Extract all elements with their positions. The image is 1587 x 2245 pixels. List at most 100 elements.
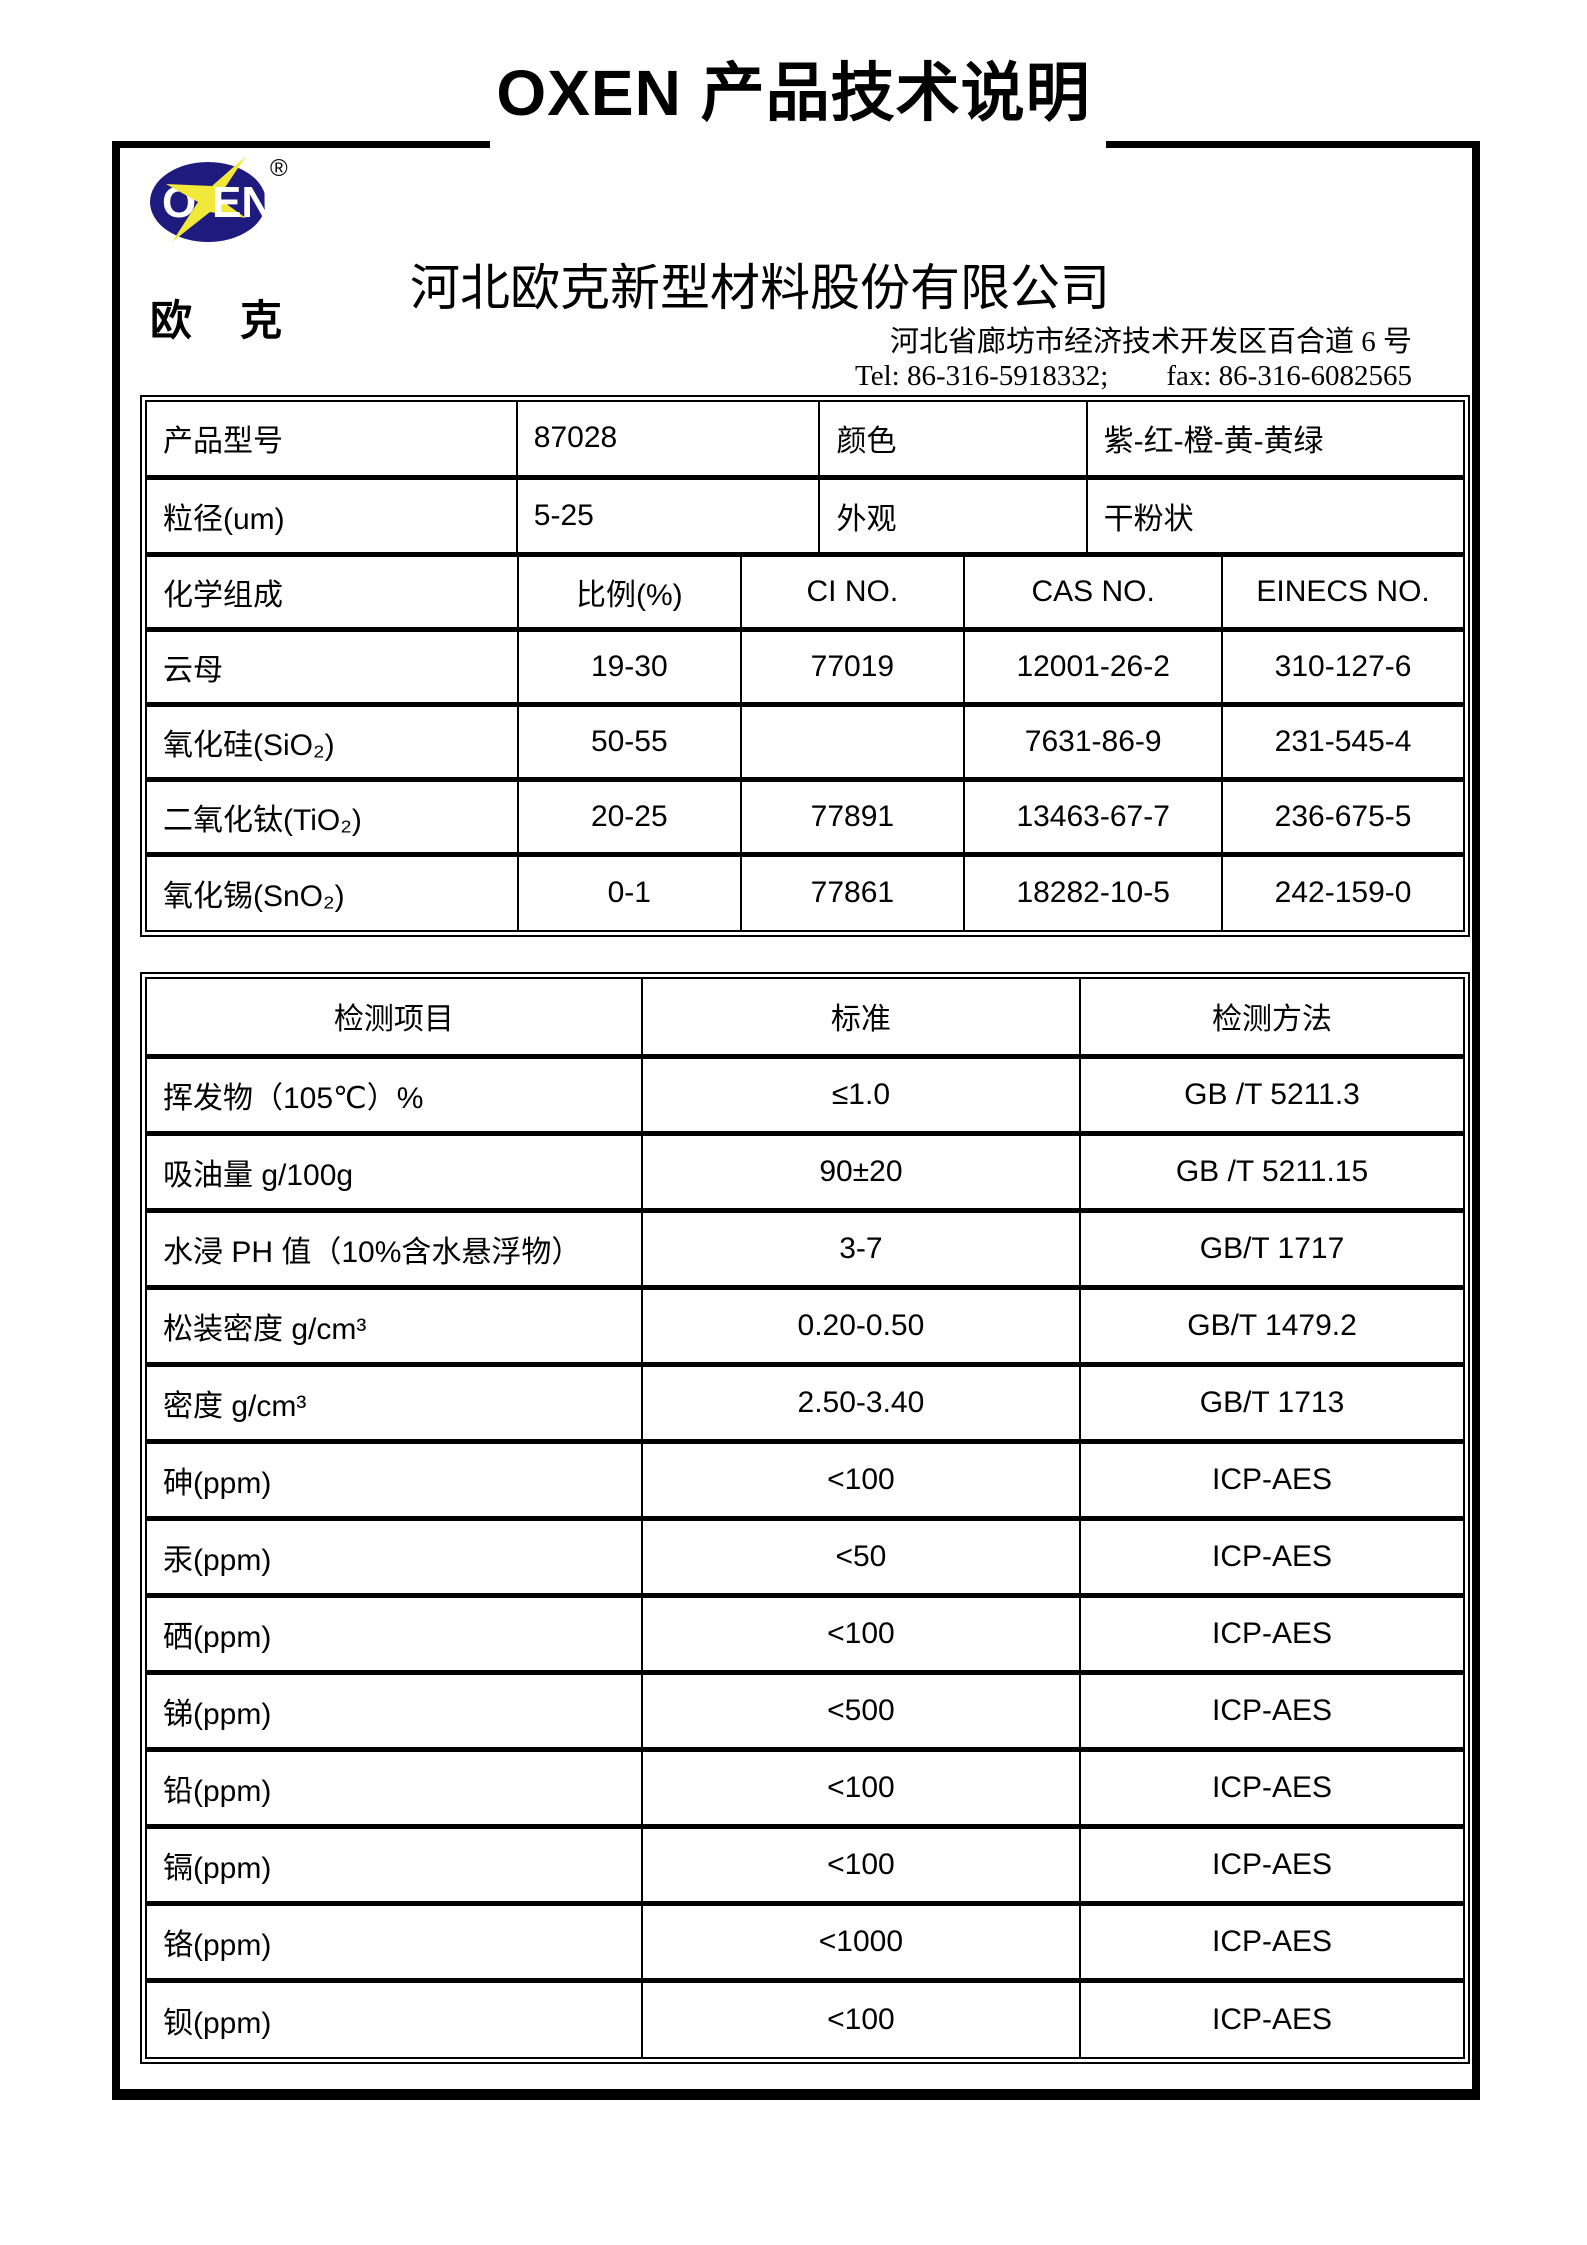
value-cell: 5-25 xyxy=(515,474,821,552)
table-row: 产品型号 87028 颜色 紫-红-橙-黄-黄绿 xyxy=(147,402,1463,477)
label-cell: 二氧化钛(TiO₂) xyxy=(147,777,520,856)
label-cell: 粒径(um) xyxy=(147,474,518,552)
method-cell: GB/T 1479.2 xyxy=(1079,1284,1463,1365)
label-cell: 汞(ppm) xyxy=(147,1515,643,1596)
table-header-row: 化学组成 比例(%) CI NO. CAS NO. EINECS NO. xyxy=(147,552,1463,631)
value-cell: 310-127-6 xyxy=(1221,627,1463,706)
label-cell: 硒(ppm) xyxy=(147,1592,643,1673)
value-cell: 242-159-0 xyxy=(1221,852,1463,930)
logo-caption: 欧 克 xyxy=(150,287,282,348)
table-header-row: 检测项目 标准 检测方法 xyxy=(147,979,1463,1057)
value-cell: 231-545-4 xyxy=(1221,702,1463,781)
value-cell: 87028 xyxy=(515,402,821,477)
page-border xyxy=(112,141,1480,2100)
value-cell: 2.50-3.40 xyxy=(640,1361,1082,1442)
value-cell: 干粉状 xyxy=(1085,474,1463,552)
value-cell: <100 xyxy=(640,1823,1082,1904)
header-cell: 比例(%) xyxy=(517,552,742,631)
value-cell: <100 xyxy=(640,1977,1082,2057)
value-cell: 7631-86-9 xyxy=(963,702,1224,781)
value-cell: 77019 xyxy=(739,627,966,706)
table-row: 粒径(um) 5-25 外观 干粉状 xyxy=(147,474,1463,552)
table-row: 汞(ppm) <50 ICP-AES xyxy=(147,1515,1463,1596)
registered-mark-icon: ® xyxy=(270,155,288,182)
value-cell: <100 xyxy=(640,1592,1082,1673)
header-cell: 检测方法 xyxy=(1079,979,1463,1057)
header-cell: EINECS NO. xyxy=(1221,552,1463,631)
value-cell: 77861 xyxy=(739,852,966,930)
value-cell: <1000 xyxy=(640,1900,1082,1981)
table-row: 松装密度 g/cm³ 0.20-0.50 GB/T 1479.2 xyxy=(147,1284,1463,1365)
label-cell: 挥发物（105℃）% xyxy=(147,1053,643,1134)
label-cell: 颜色 xyxy=(818,402,1088,477)
value-cell: <50 xyxy=(640,1515,1082,1596)
table-row: 锑(ppm) <500 ICP-AES xyxy=(147,1669,1463,1750)
value-cell: 12001-26-2 xyxy=(963,627,1224,706)
value-cell: 236-675-5 xyxy=(1221,777,1463,856)
label-cell: 铅(ppm) xyxy=(147,1746,643,1827)
label-cell: 吸油量 g/100g xyxy=(147,1130,643,1211)
tel-text: Tel: 86-316-5918332; xyxy=(855,360,1109,392)
method-cell: ICP-AES xyxy=(1079,1900,1463,1981)
label-cell: 水浸 PH 值（10%含水悬浮物） xyxy=(147,1207,643,1288)
method-cell: ICP-AES xyxy=(1079,1438,1463,1519)
label-cell: 镉(ppm) xyxy=(147,1823,643,1904)
table-row: 氧化锡(SnO₂) 0-1 77861 18282-10-5 242-159-0 xyxy=(147,852,1463,930)
fax-text: fax: 86-316-6082565 xyxy=(1166,360,1412,392)
method-cell: GB/T 1713 xyxy=(1079,1361,1463,1442)
method-cell: GB /T 5211.3 xyxy=(1079,1053,1463,1134)
table-row: 密度 g/cm³ 2.50-3.40 GB/T 1713 xyxy=(147,1361,1463,1442)
value-cell: 0-1 xyxy=(517,852,742,930)
address-line: 河北省廊坊市经济技术开发区百合道 6 号 xyxy=(889,326,1412,358)
label-cell: 铬(ppm) xyxy=(147,1900,643,1981)
label-cell: 产品型号 xyxy=(147,402,518,477)
oxen-logo-icon: O EN ® xyxy=(150,155,288,242)
table-row: 云母 19-30 77019 12001-26-2 310-127-6 xyxy=(147,627,1463,706)
header-cell: CI NO. xyxy=(739,552,966,631)
method-cell: ICP-AES xyxy=(1079,1746,1463,1827)
title-rule-left xyxy=(112,141,490,148)
test-items-table: 检测项目 标准 检测方法 挥发物（105℃）% ≤1.0 GB /T 5211.… xyxy=(140,972,1470,2064)
table-row: 钡(ppm) <100 ICP-AES xyxy=(147,1977,1463,2057)
label-cell: 砷(ppm) xyxy=(147,1438,643,1519)
value-cell: 3-7 xyxy=(640,1207,1082,1288)
label-cell: 松装密度 g/cm³ xyxy=(147,1284,643,1365)
value-cell: ≤1.0 xyxy=(640,1053,1082,1134)
method-cell: GB/T 1717 xyxy=(1079,1207,1463,1288)
label-cell: 氧化硅(SiO₂) xyxy=(147,702,520,781)
logo-caption-right: 克 xyxy=(239,297,282,344)
value-cell: 20-25 xyxy=(517,777,742,856)
label-cell: 云母 xyxy=(147,627,520,706)
label-cell: 钡(ppm) xyxy=(147,1977,643,2057)
logo-caption-left: 欧 xyxy=(150,297,193,344)
value-cell: 18282-10-5 xyxy=(963,852,1224,930)
title-rule-right xyxy=(1106,141,1472,148)
label-cell: 密度 g/cm³ xyxy=(147,1361,643,1442)
method-cell: ICP-AES xyxy=(1079,1515,1463,1596)
table-row: 铅(ppm) <100 ICP-AES xyxy=(147,1746,1463,1827)
product-info-table: 产品型号 87028 颜色 紫-红-橙-黄-黄绿 粒径(um) 5-25 外观 … xyxy=(147,402,1463,552)
table-row: 吸油量 g/100g 90±20 GB /T 5211.15 xyxy=(147,1130,1463,1211)
value-cell: <500 xyxy=(640,1669,1082,1750)
value-cell xyxy=(739,702,966,781)
header-cell: 检测项目 xyxy=(147,979,643,1057)
method-cell: GB /T 5211.15 xyxy=(1079,1130,1463,1211)
address-block: 河北省廊坊市经济技术开发区百合道 6 号 Tel: 86-316-5918332… xyxy=(855,325,1412,393)
chemical-composition-table: 化学组成 比例(%) CI NO. CAS NO. EINECS NO. 云母 … xyxy=(147,552,1463,930)
product-spec-table: 产品型号 87028 颜色 紫-红-橙-黄-黄绿 粒径(um) 5-25 外观 … xyxy=(140,395,1470,937)
table-row: 氧化硅(SiO₂) 50-55 7631-86-9 231-545-4 xyxy=(147,702,1463,781)
value-cell: <100 xyxy=(640,1438,1082,1519)
table-row: 铬(ppm) <1000 ICP-AES xyxy=(147,1900,1463,1981)
table-row: 硒(ppm) <100 ICP-AES xyxy=(147,1592,1463,1673)
table-row: 二氧化钛(TiO₂) 20-25 77891 13463-67-7 236-67… xyxy=(147,777,1463,856)
table-row: 水浸 PH 值（10%含水悬浮物） 3-7 GB/T 1717 xyxy=(147,1207,1463,1288)
value-cell: 紫-红-橙-黄-黄绿 xyxy=(1085,402,1463,477)
value-cell: 77891 xyxy=(739,777,966,856)
test-table: 检测项目 标准 检测方法 挥发物（105℃）% ≤1.0 GB /T 5211.… xyxy=(147,979,1463,2057)
method-cell: ICP-AES xyxy=(1079,1592,1463,1673)
value-cell: 50-55 xyxy=(517,702,742,781)
page-title: OXEN 产品技术说明 xyxy=(496,57,1091,129)
value-cell: 90±20 xyxy=(640,1130,1082,1211)
label-cell: 锑(ppm) xyxy=(147,1669,643,1750)
